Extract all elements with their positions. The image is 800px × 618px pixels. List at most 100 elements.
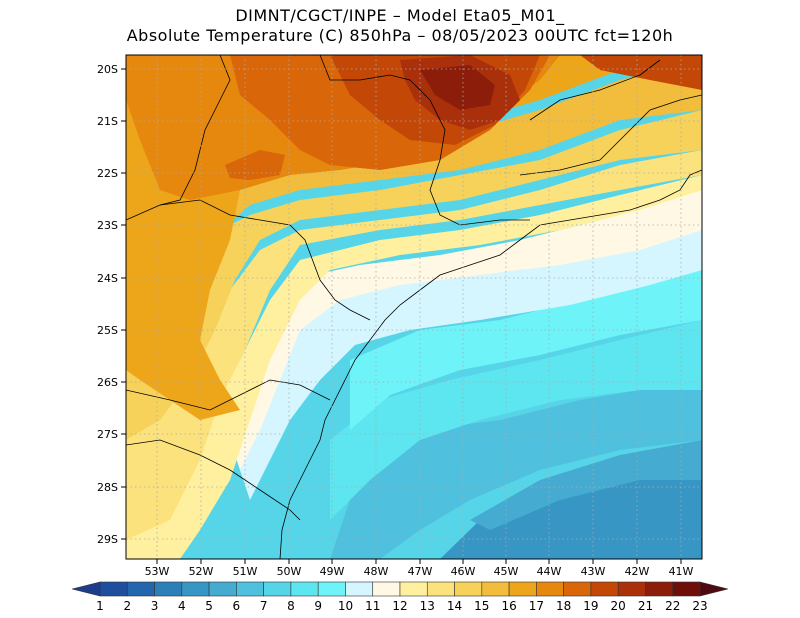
colorbar-label: 4 (178, 599, 186, 613)
state-border-ms (159, 55, 231, 206)
field-gold (126, 60, 702, 370)
state-border-pr-sc (126, 379, 331, 411)
colorbar-swatch (208, 581, 237, 597)
lon-label: 48W (364, 565, 389, 578)
latitude-labels: 20S 21S 22S 23S 24S 25S 26S 27S 28S 29S (97, 63, 118, 546)
colorbar-swatch (426, 581, 455, 597)
colorbar-swatch (126, 581, 155, 597)
longitude-labels: 53W 52W 51W 50W 49W 48W 47W 46W 45W 44W … (145, 565, 694, 578)
state-border-rj (519, 159, 601, 176)
state-border-sp-pr (126, 199, 371, 321)
colorbar-swatch (345, 581, 374, 597)
state-border-mg-es (529, 59, 661, 121)
coastline (279, 169, 702, 559)
field-blue (470, 440, 702, 530)
chart-title-line2: Absolute Temperature (C) 850hPa – 08/05/… (126, 26, 674, 45)
field-pale (240, 230, 702, 500)
lon-label: 44W (537, 565, 562, 578)
colorbar-swatch (399, 581, 428, 597)
lon-label: 52W (189, 565, 214, 578)
colorbar-label: 23 (692, 599, 707, 613)
colorbar-swatch (672, 581, 701, 597)
colorbar-label: 20 (611, 599, 626, 613)
lon-label: 50W (277, 565, 302, 578)
colorbar-label: 7 (260, 599, 268, 613)
colorbar-swatch (372, 581, 401, 597)
colorbar-swatch (181, 581, 210, 597)
colorbar-label: 12 (392, 599, 407, 613)
colorbar-label: 5 (205, 599, 213, 613)
colorbar-swatch (154, 581, 183, 597)
chart-title-line1: DIMNT/CGCT/INPE – Model Eta05_M01_ (235, 6, 565, 25)
colorbar-label: 8 (287, 599, 295, 613)
lat-label: 28S (97, 481, 118, 494)
colorbar-swatch (563, 581, 592, 597)
field-yellow (126, 110, 702, 440)
colorbar-label: 22 (665, 599, 680, 613)
colorbar-label: 18 (556, 599, 571, 613)
colorbar-label: 1 (96, 599, 104, 613)
colorbar-label: 2 (123, 599, 131, 613)
colorbar-swatch (590, 581, 619, 597)
field-orange-blob (225, 150, 285, 180)
colorbar-swatch (617, 581, 646, 597)
lon-label: 49W (320, 565, 345, 578)
colorbar-arrow-low (71, 581, 101, 597)
colorbar-swatch (99, 581, 128, 597)
field-darkest (420, 65, 495, 110)
colorbar-label: 19 (583, 599, 598, 613)
lat-label: 25S (97, 324, 118, 337)
colorbar-label: 16 (501, 599, 516, 613)
state-border-es (599, 94, 702, 161)
colorbar-label: 3 (151, 599, 159, 613)
colorbar-label: 14 (447, 599, 462, 613)
graticule (126, 55, 702, 559)
colorbar: 1 2 3 4 5 6 7 8 9 10 11 12 13 14 15 16 17 18 19 20 21 22 23 (71, 581, 729, 613)
lon-label: 45W (494, 565, 519, 578)
temperature-field (126, 55, 702, 559)
field-deep (440, 460, 702, 559)
colorbar-label: 9 (314, 599, 322, 613)
colorbar-swatch (508, 581, 537, 597)
field-cream (126, 175, 702, 559)
lon-label: 53W (145, 565, 170, 578)
field-sky (330, 385, 702, 559)
lat-label: 22S (97, 167, 118, 180)
lon-label: 46W (451, 565, 476, 578)
colorbar-label: 6 (233, 599, 241, 613)
colorbar-label: 11 (365, 599, 380, 613)
colorbar-swatch (263, 581, 292, 597)
lon-label: 42W (625, 565, 650, 578)
colorbar-swatch (454, 581, 483, 597)
lat-label: 23S (97, 219, 118, 232)
colorbar-label: 15 (474, 599, 489, 613)
lon-label: 41W (669, 565, 694, 578)
field-ivory (230, 190, 702, 470)
lon-label: 47W (408, 565, 433, 578)
lat-label: 21S (97, 115, 118, 128)
field-ne-corner (580, 55, 702, 90)
colorbar-label: 17 (529, 599, 544, 613)
field-cyan (350, 270, 702, 430)
colorbar-swatch (481, 581, 510, 597)
colorbar-swatch (645, 581, 674, 597)
colorbar-swatch (236, 581, 264, 597)
colorbar-swatch (317, 581, 346, 597)
lon-label: 43W (581, 565, 606, 578)
colorbar-label: 10 (338, 599, 353, 613)
lat-label: 29S (97, 533, 118, 546)
lat-label: 26S (97, 376, 118, 389)
field-paleyellow (126, 150, 702, 540)
colorbar-swatch (536, 581, 564, 597)
lat-label: 24S (97, 272, 118, 285)
lat-label: 27S (97, 428, 118, 441)
tick-marks (121, 68, 682, 564)
lon-label: 51W (233, 565, 258, 578)
lat-label: 20S (97, 63, 118, 76)
colorbar-label: 13 (420, 599, 435, 613)
state-border-sc-rs (126, 439, 301, 521)
field-cyan2 (330, 320, 702, 520)
map-frame (125, 54, 703, 560)
colorbar-arrow-high (699, 581, 729, 597)
